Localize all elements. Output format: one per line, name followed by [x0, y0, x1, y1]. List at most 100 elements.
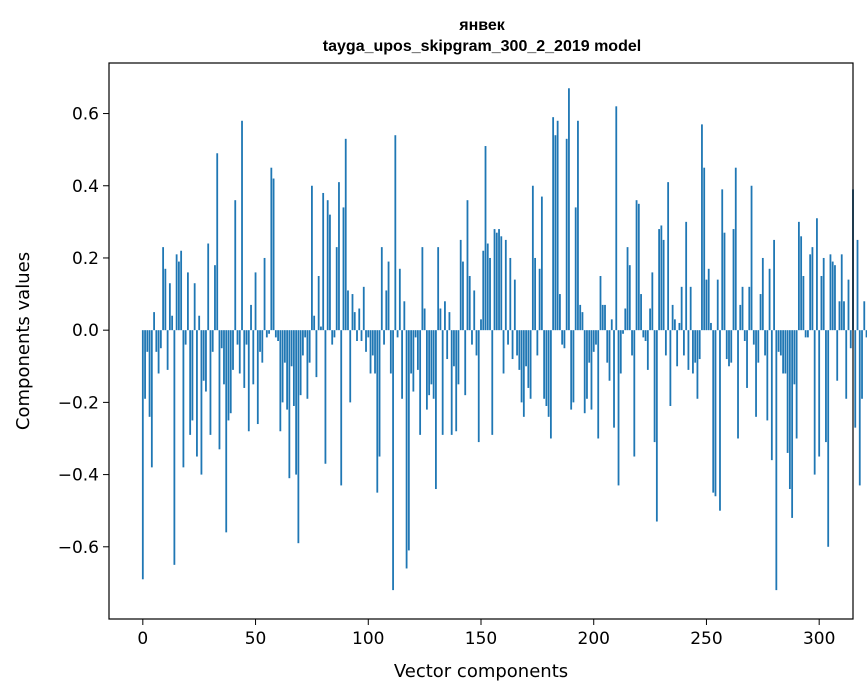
bar-303 — [825, 330, 827, 443]
bar-264 — [737, 330, 739, 439]
bar-37 — [225, 330, 228, 533]
y-tick-label: −0.2 — [58, 393, 99, 413]
bar-186 — [561, 330, 564, 345]
bar-300 — [818, 330, 821, 457]
bar-230 — [660, 225, 663, 331]
bar-321 — [865, 330, 867, 338]
x-tick-label: 150 — [465, 629, 497, 649]
bar-79 — [320, 326, 322, 331]
bar-33 — [216, 153, 219, 331]
bar-98 — [362, 286, 365, 331]
bar-88 — [340, 330, 343, 486]
bar-114 — [398, 268, 401, 331]
bar-169 — [522, 330, 525, 417]
bar-157 — [495, 232, 498, 331]
x-axis-ticks: 0 50 100 150 200 250 300 — [137, 619, 835, 649]
bar-143 — [464, 330, 467, 396]
bar-151 — [482, 250, 485, 331]
bar-199 — [590, 330, 593, 410]
bar-217 — [631, 330, 633, 356]
bar-313 — [847, 279, 850, 331]
bar-299 — [816, 218, 818, 331]
bar-314 — [849, 330, 852, 349]
bar-285 — [784, 330, 787, 374]
bar-18 — [182, 330, 185, 468]
bar-118 — [407, 330, 410, 551]
bar-135 — [446, 330, 449, 360]
bar-50 — [254, 272, 257, 331]
bar-269 — [748, 286, 751, 331]
bar-223 — [644, 330, 647, 341]
bar-104 — [376, 330, 379, 493]
bar-234 — [669, 330, 672, 406]
bar-87 — [338, 182, 340, 331]
bar-130 — [435, 330, 437, 490]
bar-89 — [342, 207, 345, 331]
y-axis-label: Components values — [13, 252, 34, 430]
bar-254 — [714, 330, 717, 497]
bar-235 — [671, 304, 674, 331]
bar-220 — [637, 203, 640, 331]
bar-54 — [263, 257, 266, 331]
bar-179 — [545, 330, 548, 406]
bar-124 — [421, 247, 424, 331]
bar-154 — [489, 257, 491, 331]
bar-57 — [270, 167, 273, 331]
bar-107 — [383, 330, 385, 345]
bar-110 — [389, 330, 392, 374]
bar-259 — [725, 330, 728, 360]
bar-311 — [843, 301, 845, 331]
bar-262 — [732, 229, 735, 331]
bar-66 — [290, 330, 293, 367]
bar-248 — [701, 124, 703, 331]
bar-26 — [200, 330, 203, 475]
bar-319 — [861, 330, 863, 399]
bar-306 — [831, 261, 834, 331]
bar-238 — [678, 322, 681, 331]
bar-218 — [633, 330, 636, 457]
bar-243 — [689, 286, 692, 331]
bar-65 — [288, 330, 291, 479]
bar-229 — [658, 229, 661, 331]
bar-0 — [141, 330, 144, 580]
bar-202 — [597, 330, 600, 439]
bar-41 — [234, 200, 237, 331]
bar-224 — [646, 330, 649, 370]
bar-297 — [811, 247, 814, 331]
bar-292 — [800, 236, 803, 331]
bar-112 — [394, 135, 397, 331]
bar-32 — [214, 265, 216, 331]
bar-60 — [277, 330, 279, 341]
bar-7 — [157, 330, 160, 374]
bar-281 — [775, 330, 778, 591]
bar-117 — [405, 330, 408, 569]
bar-102 — [371, 330, 374, 356]
bar-97 — [360, 330, 363, 341]
bar-240 — [683, 330, 685, 356]
bar-42 — [236, 330, 239, 345]
bar-116 — [403, 301, 406, 331]
bar-197 — [586, 330, 588, 399]
bar-80 — [322, 192, 325, 331]
bar-23 — [193, 283, 196, 331]
bar-158 — [498, 229, 500, 331]
bar-138 — [453, 330, 455, 367]
bar-196 — [583, 330, 586, 414]
bar-34 — [218, 330, 221, 450]
bar-288 — [791, 330, 794, 518]
bar-59 — [274, 330, 277, 338]
bar-312 — [845, 330, 848, 399]
bar-21 — [189, 330, 192, 435]
x-tick-label: 100 — [352, 629, 384, 649]
bar-165 — [513, 279, 516, 331]
bar-155 — [491, 330, 494, 435]
bar-239 — [680, 286, 683, 331]
bar-17 — [180, 250, 183, 331]
bar-103 — [374, 330, 376, 374]
bar-207 — [608, 330, 611, 381]
bar-286 — [786, 330, 789, 453]
bar-49 — [252, 330, 255, 385]
bar-144 — [466, 200, 469, 331]
bar-121 — [414, 330, 417, 338]
bar-2 — [146, 330, 149, 352]
